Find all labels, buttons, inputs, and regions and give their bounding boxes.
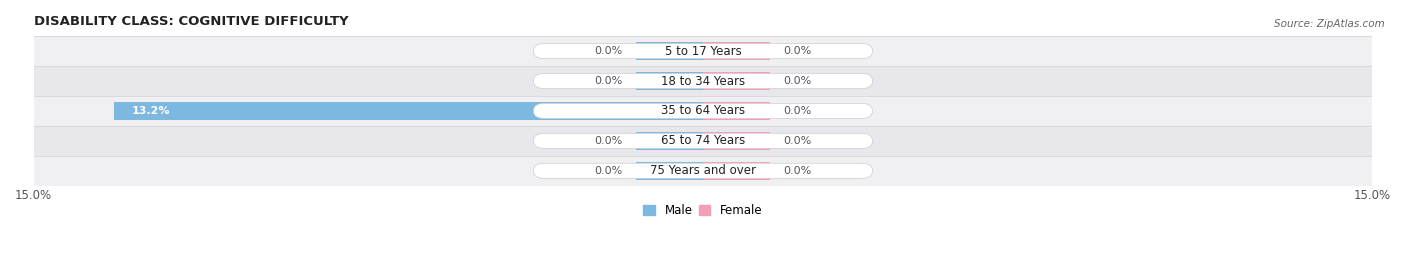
Bar [114,102,703,120]
Text: 0.0%: 0.0% [783,166,811,176]
Bar [703,42,770,60]
FancyBboxPatch shape [533,44,873,59]
Bar [34,96,1372,126]
Bar [34,66,1372,96]
Text: 18 to 34 Years: 18 to 34 Years [661,75,745,87]
Bar [636,42,703,60]
Bar [34,36,1372,66]
Text: 0.0%: 0.0% [595,46,623,56]
Bar [34,126,1372,156]
Text: Source: ZipAtlas.com: Source: ZipAtlas.com [1274,19,1385,29]
FancyBboxPatch shape [533,163,873,178]
Bar [34,156,1372,186]
Bar [636,132,703,150]
Text: 5 to 17 Years: 5 to 17 Years [665,45,741,58]
Text: 0.0%: 0.0% [783,76,811,86]
Text: 75 Years and over: 75 Years and over [650,164,756,177]
Text: 0.0%: 0.0% [783,106,811,116]
Text: 0.0%: 0.0% [595,166,623,176]
Text: 65 to 74 Years: 65 to 74 Years [661,134,745,147]
Bar [703,102,770,120]
Bar [703,72,770,90]
Text: DISABILITY CLASS: COGNITIVE DIFFICULTY: DISABILITY CLASS: COGNITIVE DIFFICULTY [34,15,349,28]
FancyBboxPatch shape [533,73,873,89]
Text: 0.0%: 0.0% [783,136,811,146]
Text: 0.0%: 0.0% [783,46,811,56]
FancyBboxPatch shape [533,103,873,119]
Bar [636,72,703,90]
Text: 0.0%: 0.0% [595,136,623,146]
Bar [703,132,770,150]
Bar [703,161,770,180]
Text: 35 to 64 Years: 35 to 64 Years [661,104,745,118]
Text: 13.2%: 13.2% [132,106,170,116]
FancyBboxPatch shape [533,133,873,148]
Bar [636,161,703,180]
Text: 0.0%: 0.0% [595,76,623,86]
Legend: Male, Female: Male, Female [638,199,768,222]
